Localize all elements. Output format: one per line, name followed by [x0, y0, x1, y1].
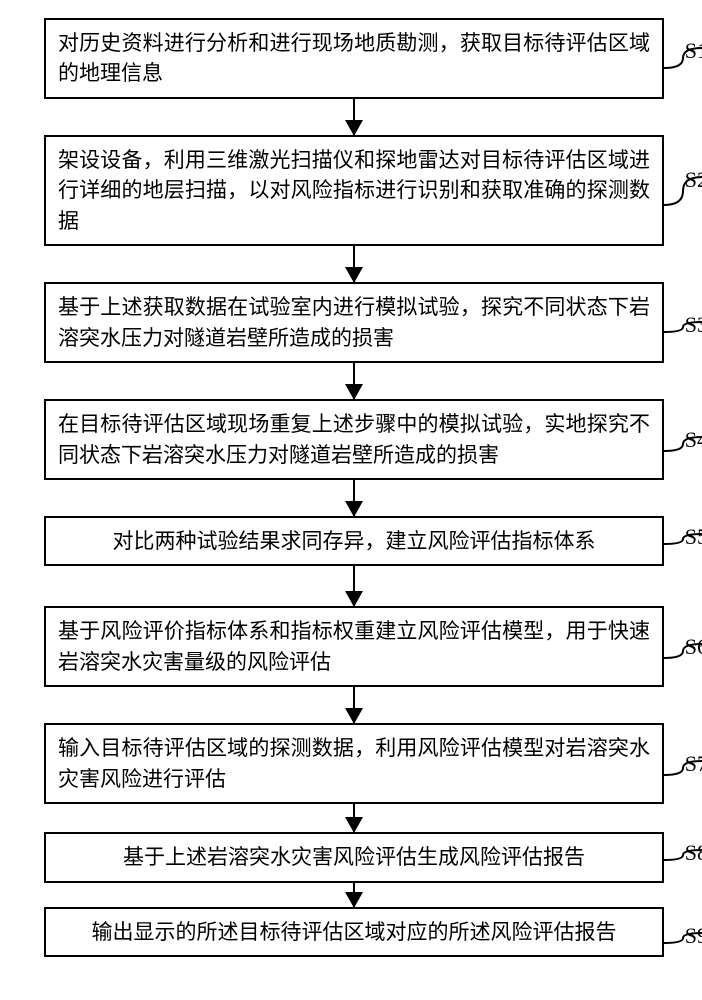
step-box: 对历史资料进行分析和进行现场地质勘测，获取目标待评估区域的地理信息	[44, 18, 664, 99]
arrow-down	[44, 246, 664, 282]
step-s6: 基于风险评价指标体系和指标权重建立风险评估模型，用于快速岩溶突水灾害量级的风险评…	[44, 606, 664, 687]
step-text: 基于上述获取数据在试验室内进行模拟试验，探究不同状态下岩溶突水压力对隧道岩壁所造…	[58, 292, 650, 353]
arrow-down	[44, 804, 664, 832]
step-text: 对历史资料进行分析和进行现场地质勘测，获取目标待评估区域的地理信息	[58, 28, 650, 89]
step-text: 基于风险评价指标体系和指标权重建立风险评估模型，用于快速岩溶突水灾害量级的风险评…	[58, 616, 650, 677]
step-text: 输入目标待评估区域的探测数据，利用风险评估模型对岩溶突水灾害风险进行评估	[58, 733, 650, 794]
step-text: 架设设备，利用三维激光扫描仪和探地雷达对目标待评估区域进行详细的地层扫描，以对风…	[58, 145, 650, 236]
arrow-down	[44, 566, 664, 606]
step-label: S5	[685, 524, 702, 550]
step-box: 对比两种试验结果求同存异，建立风险评估指标体系	[44, 516, 664, 566]
step-label: S2	[685, 167, 702, 193]
step-box: 基于上述获取数据在试验室内进行模拟试验，探究不同状态下岩溶突水压力对隧道岩壁所造…	[44, 282, 664, 363]
arrow-down	[44, 363, 664, 399]
step-box: 架设设备，利用三维激光扫描仪和探地雷达对目标待评估区域进行详细的地层扫描，以对风…	[44, 135, 664, 246]
step-label: S7	[685, 751, 702, 777]
step-s9: 输出显示的所述目标待评估区域对应的所述风险评估报告S9	[44, 907, 664, 957]
arrow-down	[44, 480, 664, 516]
step-box: 输入目标待评估区域的探测数据，利用风险评估模型对岩溶突水灾害风险进行评估	[44, 723, 664, 804]
step-box: 输出显示的所述目标待评估区域对应的所述风险评估报告	[44, 907, 664, 957]
step-label: S4	[685, 427, 702, 453]
arrow-down	[44, 99, 664, 135]
step-label: S8	[685, 840, 702, 866]
step-s7: 输入目标待评估区域的探测数据，利用风险评估模型对岩溶突水灾害风险进行评估S7	[44, 723, 664, 804]
step-box: 基于风险评价指标体系和指标权重建立风险评估模型，用于快速岩溶突水灾害量级的风险评…	[44, 606, 664, 687]
step-text: 对比两种试验结果求同存异，建立风险评估指标体系	[113, 526, 596, 556]
step-s4: 在目标待评估区域现场重复上述步骤中的模拟试验，实地探究不同状态下岩溶突水压力对隧…	[44, 399, 664, 480]
step-label: S1	[685, 38, 702, 64]
step-s2: 架设设备，利用三维激光扫描仪和探地雷达对目标待评估区域进行详细的地层扫描，以对风…	[44, 135, 664, 246]
step-text: 在目标待评估区域现场重复上述步骤中的模拟试验，实地探究不同状态下岩溶突水压力对隧…	[58, 409, 650, 470]
step-label: S3	[685, 312, 702, 338]
arrow-down	[44, 687, 664, 723]
step-s5: 对比两种试验结果求同存异，建立风险评估指标体系S5	[44, 516, 664, 566]
step-box: 在目标待评估区域现场重复上述步骤中的模拟试验，实地探究不同状态下岩溶突水压力对隧…	[44, 399, 664, 480]
step-text: 基于上述岩溶突水灾害风险评估生成风险评估报告	[123, 842, 585, 872]
step-box: 基于上述岩溶突水灾害风险评估生成风险评估报告	[44, 832, 664, 882]
step-label: S6	[685, 634, 702, 660]
step-text: 输出显示的所述目标待评估区域对应的所述风险评估报告	[92, 917, 617, 947]
step-s3: 基于上述获取数据在试验室内进行模拟试验，探究不同状态下岩溶突水压力对隧道岩壁所造…	[44, 282, 664, 363]
flowchart-container: 对历史资料进行分析和进行现场地质勘测，获取目标待评估区域的地理信息S1 架设设备，…	[44, 18, 664, 957]
step-s1: 对历史资料进行分析和进行现场地质勘测，获取目标待评估区域的地理信息S1	[44, 18, 664, 99]
step-s8: 基于上述岩溶突水灾害风险评估生成风险评估报告S8	[44, 832, 664, 882]
step-label: S9	[685, 923, 702, 949]
arrow-down	[44, 883, 664, 907]
